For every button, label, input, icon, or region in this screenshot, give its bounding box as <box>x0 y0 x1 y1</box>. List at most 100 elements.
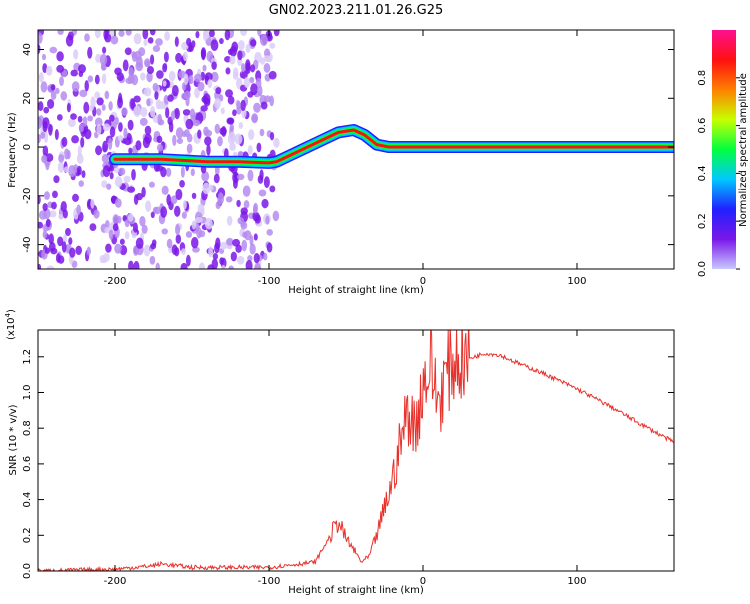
noise-speckle <box>197 203 205 214</box>
noise-speckle <box>203 126 209 137</box>
noise-speckle <box>101 153 110 164</box>
noise-speckle <box>256 142 262 153</box>
noise-speckle <box>180 262 188 269</box>
noise-speckle <box>226 237 234 246</box>
noise-speckle <box>249 76 255 84</box>
noise-speckle <box>95 145 103 156</box>
noise-speckle <box>113 166 120 174</box>
noise-speckle <box>212 252 219 260</box>
noise-speckle <box>155 262 160 269</box>
noise-speckle <box>168 70 176 82</box>
noise-speckle <box>185 231 193 238</box>
noise-speckle <box>38 133 41 144</box>
noise-speckle <box>61 241 67 253</box>
noise-speckle <box>198 262 205 269</box>
noise-speckle <box>215 237 221 250</box>
noise-speckle <box>202 30 208 42</box>
noise-speckle <box>152 82 159 92</box>
noise-speckle <box>44 247 51 254</box>
noise-speckle <box>77 145 82 157</box>
noise-speckle <box>143 87 152 97</box>
bottom-y-ticks: 0.0 0.2 0.4 0.6 0.8 1.0 1.2 <box>22 349 674 579</box>
noise-speckle <box>90 198 95 209</box>
noise-speckle <box>118 122 123 132</box>
noise-speckle <box>241 70 248 79</box>
colorbar-ticks: 0.0 0.2 0.4 0.6 0.8 <box>697 70 740 277</box>
noise-speckle <box>170 195 178 205</box>
noise-speckle <box>152 206 158 214</box>
noise-speckle <box>133 95 141 103</box>
noise-speckle <box>47 98 55 109</box>
noise-speckle <box>133 33 142 45</box>
noise-speckle <box>90 96 96 109</box>
noise-speckle <box>135 61 144 72</box>
noise-speckle <box>180 166 185 178</box>
noise-speckle <box>237 50 243 61</box>
noise-speckle <box>250 39 257 47</box>
noise-speckle <box>48 233 54 245</box>
top-x-tick-label: -200 <box>104 276 127 287</box>
noise-speckle <box>211 258 218 269</box>
noise-speckle <box>114 198 122 208</box>
noise-speckle <box>114 243 122 254</box>
colorbar-tick-label: 0.4 <box>697 165 708 181</box>
noise-speckle <box>247 255 253 262</box>
noise-speckle <box>202 64 207 72</box>
noise-speckle <box>197 129 202 139</box>
noise-speckle <box>214 97 221 109</box>
noise-speckle <box>250 64 256 73</box>
noise-speckle <box>166 238 173 249</box>
noise-speckle <box>135 140 142 151</box>
chart-title: GN02.2023.211.01.26.G25 <box>269 3 444 18</box>
noise-speckle <box>42 117 50 129</box>
noise-speckle <box>127 119 134 131</box>
noise-speckle <box>266 228 273 236</box>
noise-speckle <box>76 165 82 176</box>
noise-speckle <box>71 260 78 268</box>
noise-speckle <box>45 161 50 171</box>
noise-speckle <box>44 131 49 144</box>
noise-speckle <box>240 63 246 73</box>
top-y-tick-label: 20 <box>22 92 33 105</box>
noise-speckle <box>157 113 163 125</box>
noise-speckle <box>161 185 169 195</box>
noise-speckle <box>191 220 197 230</box>
noise-speckle <box>228 265 234 269</box>
noise-speckle <box>263 176 270 188</box>
noise-speckle <box>180 248 186 255</box>
noise-speckle <box>94 30 101 39</box>
noise-speckle <box>67 118 76 128</box>
noise-speckle <box>55 253 61 263</box>
noise-speckle <box>204 72 213 82</box>
noise-speckle <box>45 153 54 162</box>
noise-speckle <box>96 108 102 116</box>
noise-speckle <box>146 98 151 107</box>
noise-speckle <box>50 247 58 255</box>
noise-speckle <box>183 73 189 86</box>
noise-speckle <box>232 238 241 247</box>
noise-speckle <box>237 40 245 51</box>
noise-speckle <box>148 181 155 188</box>
top-y-tick-label: -20 <box>22 188 33 204</box>
noise-speckle <box>107 137 113 150</box>
noise-speckle <box>65 227 71 237</box>
noise-speckle <box>59 76 64 87</box>
noise-speckle <box>42 203 48 212</box>
colorbar: 0.0 0.2 0.4 0.6 0.8 Normalized spectral ampl… <box>697 30 749 277</box>
noise-speckle <box>236 100 241 110</box>
noise-speckle <box>109 172 114 180</box>
noise-speckle <box>242 185 251 197</box>
noise-speckle <box>70 69 78 77</box>
noise-speckle <box>38 43 41 55</box>
noise-speckle <box>66 102 71 113</box>
noise-speckle <box>247 169 254 182</box>
noise-speckle <box>174 36 179 47</box>
noise-speckle <box>245 62 251 74</box>
colorbar-gradient <box>712 30 736 269</box>
noise-speckle <box>89 223 97 232</box>
noise-speckle <box>84 33 90 42</box>
noise-speckle <box>93 209 100 219</box>
noise-speckle <box>253 102 261 113</box>
noise-speckle <box>141 224 148 234</box>
